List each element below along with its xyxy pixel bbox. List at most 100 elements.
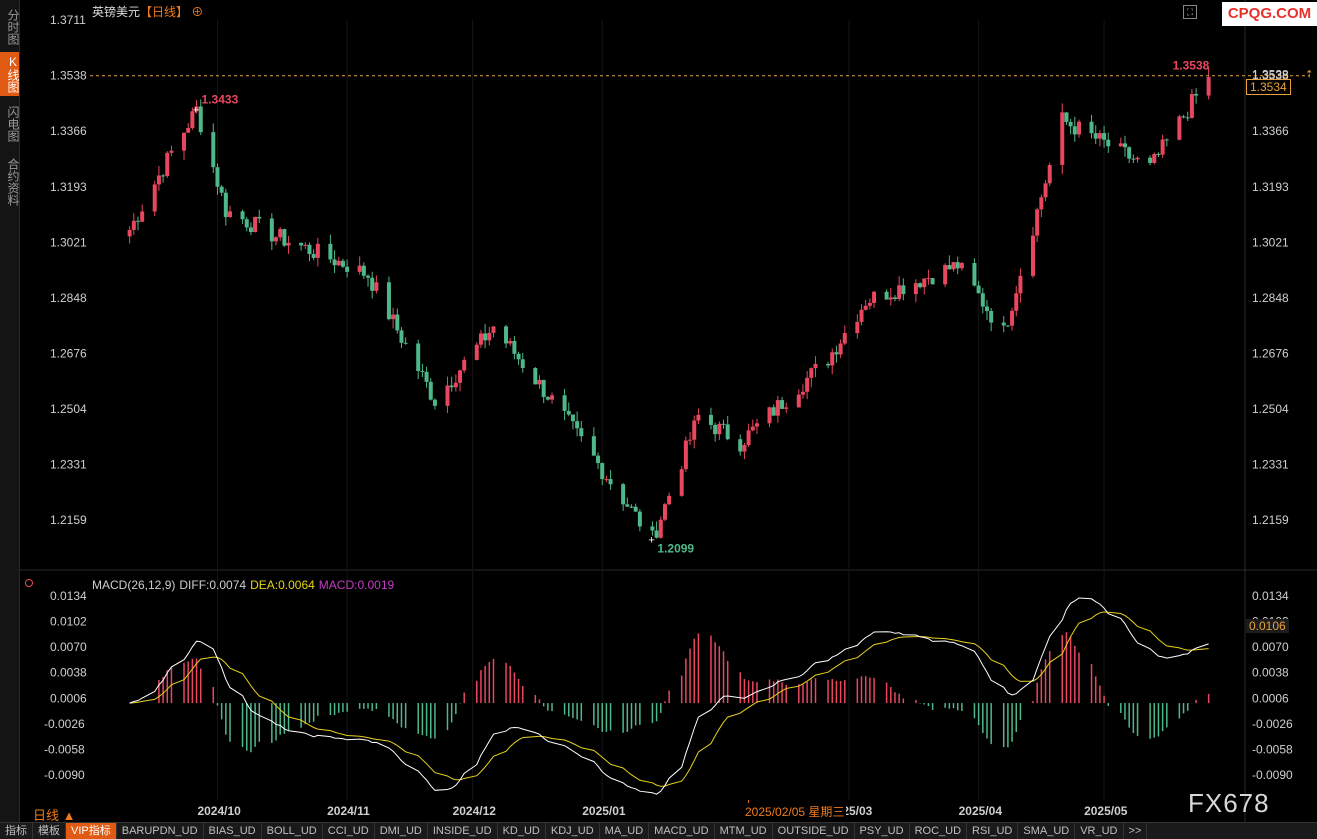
candle-body-151 bbox=[1010, 310, 1015, 326]
candle-body-131 bbox=[892, 297, 897, 299]
chart-canvas[interactable]: 1.37111.37111.35381.35381.33661.33661.31… bbox=[0, 0, 1317, 822]
bottom-tab-2[interactable]: VIP指标 bbox=[66, 823, 117, 839]
bottom-tab-20[interactable]: >> bbox=[1124, 823, 1148, 839]
low-marker: + bbox=[648, 534, 654, 546]
bottom-tab-5[interactable]: BOLL_UD bbox=[262, 823, 323, 839]
macd-tick-left-0: 0.0134 bbox=[50, 589, 87, 603]
candle-body-54 bbox=[445, 385, 450, 406]
candle-body-100 bbox=[713, 424, 718, 435]
timeframe-label[interactable]: 【日线】 bbox=[140, 5, 189, 19]
candle-body-68 bbox=[520, 359, 525, 368]
candle-body-27 bbox=[282, 229, 287, 246]
add-icon[interactable]: ⊕ bbox=[188, 5, 204, 19]
candle-body-90 bbox=[654, 530, 659, 538]
candle-body-17 bbox=[223, 192, 228, 218]
price-tick-right-6: 1.2676 bbox=[1252, 346, 1289, 360]
candle-body-3 bbox=[140, 211, 145, 222]
candle-body-51 bbox=[424, 371, 429, 382]
macd-tick-right-5: -0.0026 bbox=[1252, 717, 1293, 731]
crosshair-date: 2025/02/05 星期三 bbox=[743, 803, 847, 820]
bottom-tab-19[interactable]: VR_UD bbox=[1075, 823, 1124, 839]
candle-body-55 bbox=[449, 385, 454, 388]
candle-body-89 bbox=[650, 526, 655, 531]
candle-body-184 bbox=[1206, 77, 1211, 96]
candle-body-96 bbox=[688, 439, 693, 441]
price-tick-left-2: 1.3366 bbox=[50, 124, 87, 138]
candle-body-98 bbox=[696, 414, 701, 421]
bottom-tab-8[interactable]: INSIDE_UD bbox=[428, 823, 498, 839]
time-tick-5: 2025/04 bbox=[959, 804, 1003, 818]
bottom-tab-9[interactable]: KD_UD bbox=[498, 823, 546, 839]
bottom-tab-14[interactable]: OUTSIDE_UD bbox=[773, 823, 855, 839]
bottom-tab-12[interactable]: MACD_UD bbox=[649, 823, 715, 839]
bottom-tab-18[interactable]: SMA_UD bbox=[1018, 823, 1076, 839]
period-label[interactable]: 日线 ▲ bbox=[33, 808, 76, 823]
candle-body-10 bbox=[186, 128, 191, 133]
macd-tick-left-5: -0.0026 bbox=[44, 717, 85, 731]
candle-body-130 bbox=[888, 297, 893, 300]
candle-body-183 bbox=[1194, 94, 1199, 96]
sidebar-tab-2[interactable]: 闪电图 bbox=[6, 106, 20, 142]
candle-body-5 bbox=[156, 175, 161, 185]
sidebar-tab-0[interactable]: 分时图 bbox=[6, 8, 20, 45]
candle-body-41 bbox=[366, 275, 371, 278]
macd-legend: MACD(26,12,9) DIFF:0.0074 DEA:0.0064 MACD:0… bbox=[92, 578, 398, 592]
candle-body-64 bbox=[504, 326, 509, 344]
candle-body-53 bbox=[432, 399, 437, 406]
instrument-name: 英镑美元 bbox=[92, 5, 141, 19]
bottom-tab-4[interactable]: BIAS_UD bbox=[204, 823, 262, 839]
candle-body-85 bbox=[625, 504, 630, 507]
macd-current-box: 0.0106 bbox=[1246, 619, 1289, 633]
candle-body-25 bbox=[274, 237, 279, 242]
bottom-tab-16[interactable]: ROC_UD bbox=[910, 823, 968, 839]
sidebar-tab-3[interactable]: 合约资料 bbox=[6, 158, 20, 206]
candle-body-168 bbox=[1106, 139, 1111, 147]
high-label: 1.3433 bbox=[202, 93, 239, 107]
bottom-tab-15[interactable]: PSY_UD bbox=[855, 823, 910, 839]
bottom-tab-17[interactable]: RSI_UD bbox=[967, 823, 1019, 839]
candle-body-140 bbox=[947, 265, 952, 270]
bottom-tab-7[interactable]: DMI_UD bbox=[375, 823, 428, 839]
candle-body-76 bbox=[570, 414, 575, 422]
fullscreen-icon[interactable]: ⛶ bbox=[1183, 5, 1197, 19]
sidebar-tab-1[interactable]: K线图 bbox=[0, 52, 20, 96]
candle-body-133 bbox=[901, 285, 906, 295]
candle-body-146 bbox=[980, 293, 985, 307]
candle-body-39 bbox=[357, 265, 362, 272]
bottom-tab-1[interactable]: 模板 bbox=[33, 823, 66, 839]
candle-body-47 bbox=[399, 330, 404, 343]
candle-body-74 bbox=[562, 395, 567, 411]
candle-body-113 bbox=[784, 407, 789, 409]
candle-body-34 bbox=[328, 243, 333, 260]
candle-body-182 bbox=[1189, 94, 1194, 118]
bottom-tab-10[interactable]: KDJ_UD bbox=[546, 823, 600, 839]
bottom-tab-13[interactable]: MTM_UD bbox=[715, 823, 773, 839]
candle-body-38 bbox=[345, 266, 350, 272]
candle-body-139 bbox=[943, 265, 948, 285]
candle-body-13 bbox=[198, 106, 203, 133]
macd-tick-right-0: 0.0134 bbox=[1252, 589, 1289, 603]
candle-body-63 bbox=[491, 326, 496, 333]
candle-body-46 bbox=[395, 314, 400, 331]
candle-body-9 bbox=[182, 132, 187, 151]
macd-tick-right-7: -0.0090 bbox=[1252, 768, 1293, 782]
up-arrow-icon: ⇡ bbox=[1305, 70, 1313, 81]
low-label: 1.2099 bbox=[657, 541, 694, 555]
price-tick-left-4: 1.3021 bbox=[50, 235, 87, 249]
macd-settings-icon bbox=[25, 579, 33, 587]
candle-body-171 bbox=[1127, 147, 1132, 159]
candle-body-95 bbox=[683, 440, 688, 470]
bottom-tab-3[interactable]: BARUPDN_UD bbox=[117, 823, 204, 839]
macd-tick-left-4: 0.0006 bbox=[50, 691, 87, 705]
bottom-tab-6[interactable]: CCI_UD bbox=[323, 823, 375, 839]
candle-body-99 bbox=[708, 414, 713, 425]
candle-body-169 bbox=[1118, 143, 1123, 147]
bottom-tab-11[interactable]: MA_UD bbox=[600, 823, 650, 839]
bottom-tab-0[interactable]: 指标 bbox=[0, 823, 33, 839]
macd-tick-left-6: -0.0058 bbox=[44, 742, 85, 756]
candle-body-173 bbox=[1135, 157, 1140, 160]
candle-body-62 bbox=[487, 332, 492, 341]
candle-body-179 bbox=[1177, 116, 1182, 140]
candle-body-87 bbox=[633, 506, 638, 512]
price-tick-left-5: 1.2848 bbox=[50, 291, 87, 305]
